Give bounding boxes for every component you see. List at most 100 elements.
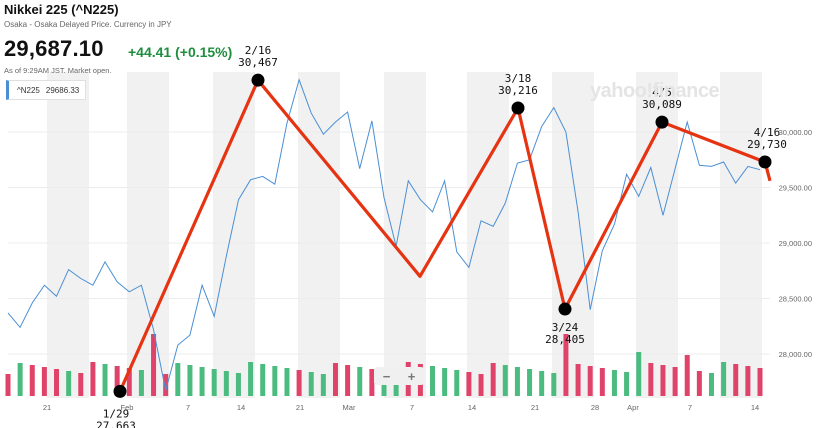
volume-bar [66, 371, 72, 396]
annotation-date: 3/24 [552, 321, 579, 334]
x-axis-ticks: 21 Feb 7 14 21 Mar 7 14 21 28 Apr 7 14 [43, 403, 759, 412]
annotation-date: 1/29 [103, 407, 130, 420]
volume-bar [490, 363, 496, 396]
volume-bar [757, 368, 763, 396]
annotation-dot [251, 73, 265, 87]
as-of-timestamp: As of 9:29AM JST. Market open. [4, 66, 112, 75]
annotation-date: 2/16 [245, 44, 272, 57]
y-tick-label: 29,000.00 [779, 239, 812, 248]
volume-bar [563, 334, 569, 396]
volume-bar [502, 365, 508, 396]
volume-bar [442, 368, 448, 396]
volume-bar [163, 374, 169, 396]
week-band [127, 72, 169, 398]
week-band [47, 72, 89, 398]
volume-bar [211, 369, 217, 396]
annotation-dot [511, 101, 525, 115]
legend-value: 29686.33 [45, 85, 80, 95]
week-band [298, 72, 340, 398]
legend-symbol: ^N225 [17, 85, 40, 95]
volume-bar [527, 369, 533, 396]
week-band [552, 72, 594, 398]
volume-bar [29, 365, 35, 396]
volume-bar [369, 369, 375, 396]
volume-bar [175, 363, 181, 396]
annotation-value: 28,405 [545, 333, 585, 346]
exchange-subtitle: Osaka - Osaka Delayed Price. Currency in… [4, 20, 172, 29]
volume-bar [454, 370, 460, 396]
volume-bar [599, 368, 605, 396]
y-tick-label: 29,500.00 [779, 184, 812, 193]
volume-bar [114, 366, 120, 396]
x-tick-label: 28 [591, 403, 599, 412]
volume-bar [260, 364, 266, 396]
price-line [7, 78, 761, 391]
volume-bar [672, 367, 678, 396]
x-tick-label: 7 [410, 403, 414, 412]
volume-bar [551, 373, 557, 396]
volume-bars [5, 334, 763, 396]
volume-bar [41, 367, 47, 396]
volume-bar [514, 367, 520, 396]
volume-bar [708, 373, 714, 396]
volume-bar [466, 372, 472, 396]
volume-bar [539, 371, 545, 396]
volume-bar [187, 365, 193, 396]
zoom-in-button[interactable]: + [407, 368, 416, 384]
x-tick-label: 7 [186, 403, 190, 412]
volume-bar [126, 368, 132, 396]
annotation-value: 27,663 [96, 419, 136, 428]
volume-bar [296, 370, 302, 396]
volume-bar [5, 374, 11, 396]
annotation-date: 4/16 [754, 126, 781, 139]
annotation-dot [558, 302, 572, 316]
annotation-value: 30,216 [498, 84, 538, 97]
volume-bar [102, 364, 108, 396]
volume-bar [660, 365, 666, 396]
week-band [213, 72, 255, 398]
volume-bar [54, 369, 60, 396]
price-change: +44.41 (+0.15%) [128, 44, 233, 60]
x-tick-label: 7 [688, 403, 692, 412]
volume-bar [587, 366, 593, 396]
annotation-value: 29,730 [747, 138, 787, 151]
x-tick-label: Mar [343, 403, 356, 412]
volume-bar [151, 334, 157, 396]
volume-bar [357, 367, 363, 396]
x-tick-label: 21 [296, 403, 304, 412]
volume-bar [223, 371, 229, 396]
volume-bar [478, 374, 484, 396]
x-tick-label: 21 [531, 403, 539, 412]
volume-bar [308, 372, 314, 396]
volume-bar [745, 366, 751, 396]
y-tick-label: 28,000.00 [779, 350, 812, 359]
weekend-bands [47, 72, 762, 398]
series-legend[interactable]: ^N225 29686.33 [6, 80, 87, 100]
volume-bar [284, 368, 290, 396]
volume-bar [199, 367, 205, 396]
volume-bar [684, 355, 690, 396]
volume-bar [611, 370, 617, 396]
annotation-date: 3/18 [505, 72, 532, 85]
zoom-controls: − + [374, 367, 424, 385]
zoom-out-button[interactable]: − [382, 368, 391, 384]
volume-bar [320, 374, 326, 396]
volume-bar [248, 362, 254, 396]
week-band [384, 72, 426, 398]
x-tick-label: 14 [751, 403, 759, 412]
yahoo-finance-logo: yahoo!finance [590, 80, 720, 102]
annotation-dot [758, 155, 772, 169]
y-tick-label: 28,500.00 [779, 295, 812, 304]
x-tick-label: Feb [121, 403, 134, 412]
volume-bar [430, 366, 436, 396]
annotation-value: 30,467 [238, 56, 278, 69]
volume-bar [332, 363, 338, 396]
annotation-dot [113, 384, 127, 398]
volume-bar [78, 373, 84, 396]
volume-bar [138, 370, 144, 396]
annotation-date: 4/5 [652, 86, 672, 99]
annotation-dot [655, 115, 669, 129]
volume-bar [733, 364, 739, 396]
volume-bar [235, 373, 241, 396]
